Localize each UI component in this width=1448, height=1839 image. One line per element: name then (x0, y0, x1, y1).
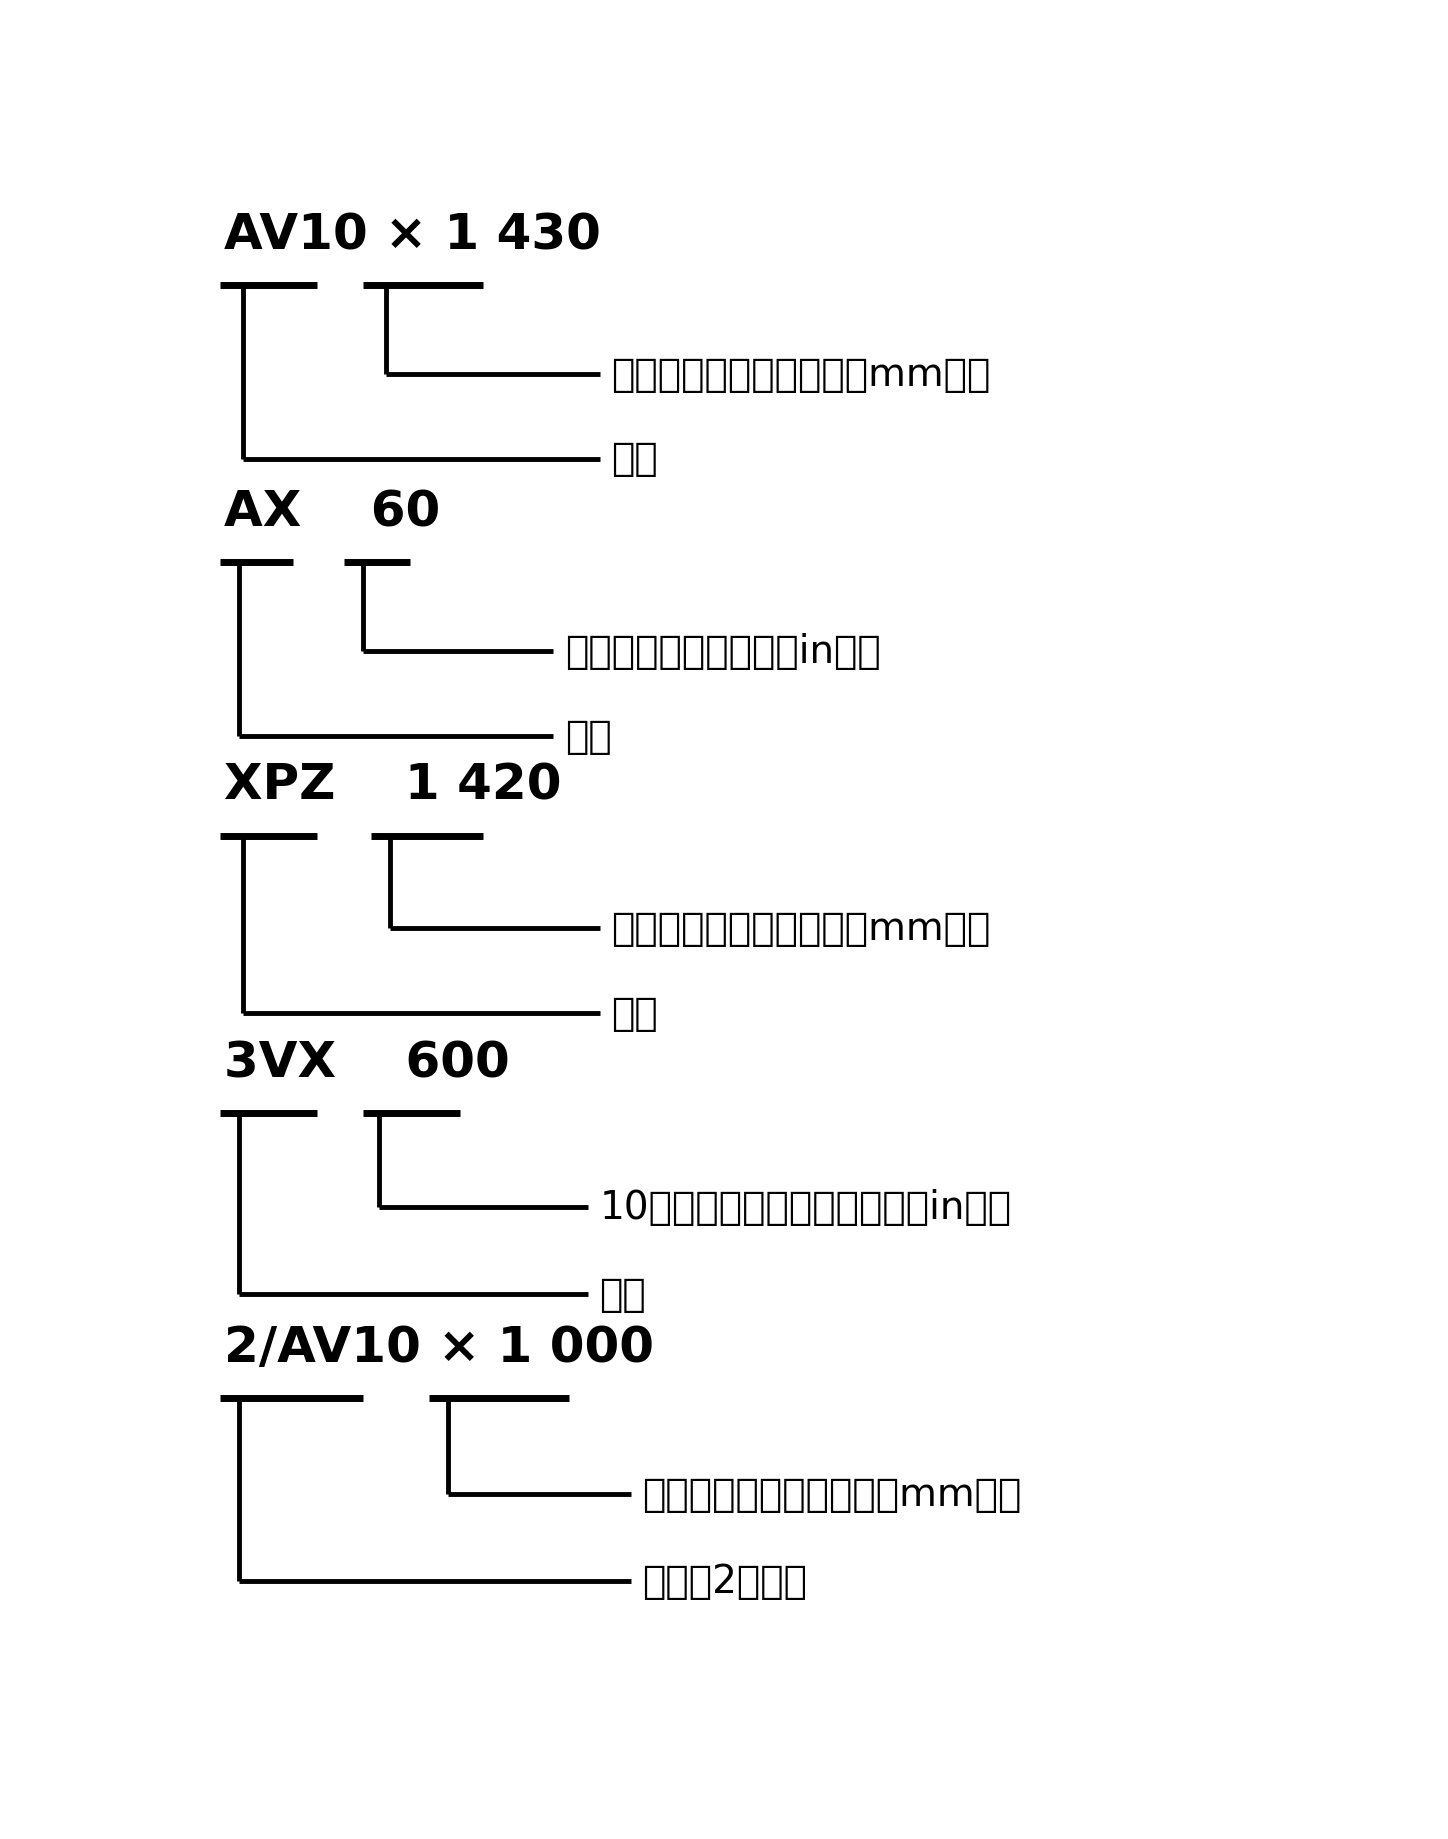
Text: 内周长［单位为英寸（in）］: 内周长［单位为英寸（in）］ (565, 633, 880, 671)
Text: AV10 × 1 430: AV10 × 1 430 (223, 211, 601, 259)
Text: 2/AV10 × 1 000: 2/AV10 × 1 000 (223, 1324, 653, 1372)
Text: 3VX    600: 3VX 600 (223, 1039, 510, 1087)
Text: AX    60: AX 60 (223, 487, 440, 537)
Text: 有效长度［单位为毫米（mm）］: 有效长度［单位为毫米（mm）］ (611, 355, 990, 394)
Text: 有效长度［单位为毫米（mm）］: 有效长度［单位为毫米（mm）］ (641, 1475, 1021, 1513)
Text: 基准长度［单位为毫米（mm）］: 基准长度［单位为毫米（mm）］ (611, 910, 990, 947)
Text: 型号: 型号 (565, 717, 611, 756)
Text: 型号: 型号 (611, 995, 657, 1032)
Text: 型号: 型号 (599, 1274, 646, 1313)
Text: 10倍有效长度［单位为英寸（in）］: 10倍有效长度［单位为英寸（in）］ (599, 1188, 1012, 1227)
Text: 型号: 型号 (611, 440, 657, 478)
Text: 型号（2联组）: 型号（2联组） (641, 1563, 807, 1600)
Text: XPZ    1 420: XPZ 1 420 (223, 761, 562, 809)
